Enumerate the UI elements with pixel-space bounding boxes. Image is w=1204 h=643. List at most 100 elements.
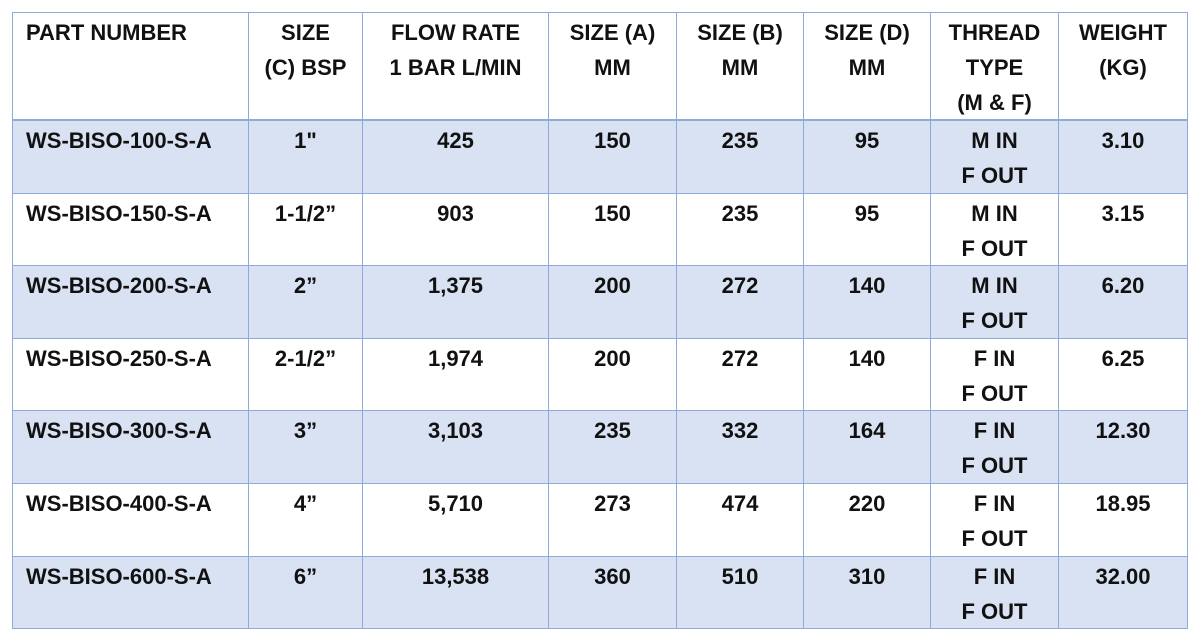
table-cell: WS-BISO-300-S-A [12,411,249,484]
table-cell: WS-BISO-150-S-A [12,193,249,267]
cell-text: 140 [848,273,886,299]
cell-text: F OUT [961,163,1028,188]
cell-text: F OUT [961,453,1028,479]
cell-text: SIZE (A) [569,20,656,45]
cell-text: 32.00 [1095,563,1151,589]
table-cell: 332 [677,411,804,484]
cell-text: FLOW RATE [390,20,521,45]
header-cell: PART NUMBER [12,12,249,122]
cell-text: 510 [721,563,759,589]
table-cell: 2-1/2” [249,338,363,412]
table-cell: 32.00 [1059,556,1188,630]
cell-text: WEIGHT [1079,20,1167,45]
cell-text: 332 [721,418,759,444]
table-cell: 18.95 [1059,484,1188,557]
cell-text: WS-BISO-400-S-A [26,491,212,516]
cell-text: 200 [594,273,631,299]
cell-text: F OUT [961,526,1028,551]
cell-text: 5,710 [427,491,484,516]
cell-text: F OUT [961,380,1028,406]
cell-text: 474 [721,491,759,516]
cell-text: THREAD [948,20,1041,45]
cell-text: SIZE (D) [824,20,910,45]
cell-text: 1 BAR L/MIN [389,55,522,80]
table-cell: 235 [677,193,804,267]
table-cell: 903 [363,193,549,267]
header-cell: FLOW RATE 1 BAR L/MIN [363,12,549,122]
table-cell: 1" [249,121,363,194]
cell-text: 1,974 [427,345,484,371]
cell-text: MM [594,55,631,80]
cell-text: F IN [973,418,1016,444]
cell-text: 360 [594,563,631,589]
table-cell: 2” [249,266,363,339]
cell-text: WS-BISO-600-S-A [26,563,212,589]
table-cell: 6.20 [1059,266,1188,339]
cell-text: 272 [721,273,759,299]
table-cell: 95 [804,193,931,267]
cell-text: F OUT [961,308,1028,334]
table-cell: 13,538 [363,556,549,630]
table-cell: 1,974 [363,338,549,412]
cell-text: (M & F) [957,90,1032,115]
cell-text: F OUT [961,598,1028,624]
table-cell: M IN F OUT [931,193,1059,267]
cell-text: 425 [437,128,474,153]
cell-text: 2-1/2” [274,345,337,371]
cell-text: 3” [293,418,318,444]
table-cell: F IN F OUT [931,484,1059,557]
table-cell: 272 [677,338,804,412]
cell-text: 235 [721,128,759,153]
cell-text: 903 [437,200,474,226]
header-cell: SIZE (C) BSP [249,12,363,122]
header-cell: WEIGHT (KG) [1059,12,1188,122]
cell-text: 3.10 [1101,128,1145,153]
table-cell: 6” [249,556,363,630]
cell-text: 2” [293,273,318,299]
table-cell: 235 [549,411,677,484]
cell-text: 13,538 [421,563,490,589]
table-cell: 360 [549,556,677,630]
cell-text: F IN [973,563,1016,589]
table-cell: 12.30 [1059,411,1188,484]
cell-text: 6.20 [1101,273,1145,299]
cell-text: 164 [848,418,886,444]
header-cell: THREAD TYPE (M & F) [931,12,1059,122]
table-cell: 150 [549,193,677,267]
table-cell: 140 [804,338,931,412]
table-cell: 310 [804,556,931,630]
table-cell: 1,375 [363,266,549,339]
cell-text: 3,103 [427,418,484,444]
cell-text: WS-BISO-150-S-A [26,200,212,226]
table-cell: 272 [677,266,804,339]
cell-text: WS-BISO-250-S-A [26,345,212,371]
cell-text: 6” [293,563,318,589]
cell-text: 272 [721,345,759,371]
cell-text: 95 [854,128,880,153]
cell-text: 18.95 [1095,491,1151,516]
cell-text: M IN [971,273,1018,299]
table-cell: 6.25 [1059,338,1188,412]
cell-text: 235 [721,200,759,226]
table-cell: 220 [804,484,931,557]
table-cell: 200 [549,266,677,339]
table-cell: WS-BISO-250-S-A [12,338,249,412]
cell-text: M IN [971,200,1018,226]
table-cell: 474 [677,484,804,557]
cell-text: (C) BSP [264,55,347,80]
cell-text: MM [848,55,886,80]
table-cell: WS-BISO-600-S-A [12,556,249,630]
table-cell: 200 [549,338,677,412]
cell-text: 235 [594,418,631,444]
cell-text: 310 [848,563,886,589]
table-cell: 95 [804,121,931,194]
cell-text: PART NUMBER [26,20,187,45]
table-cell: M IN F OUT [931,266,1059,339]
table-cell: 5,710 [363,484,549,557]
table-cell: 510 [677,556,804,630]
cell-text: 4” [293,491,318,516]
cell-text: TYPE [965,55,1024,80]
cell-text: WS-BISO-300-S-A [26,418,212,444]
table-cell: 150 [549,121,677,194]
